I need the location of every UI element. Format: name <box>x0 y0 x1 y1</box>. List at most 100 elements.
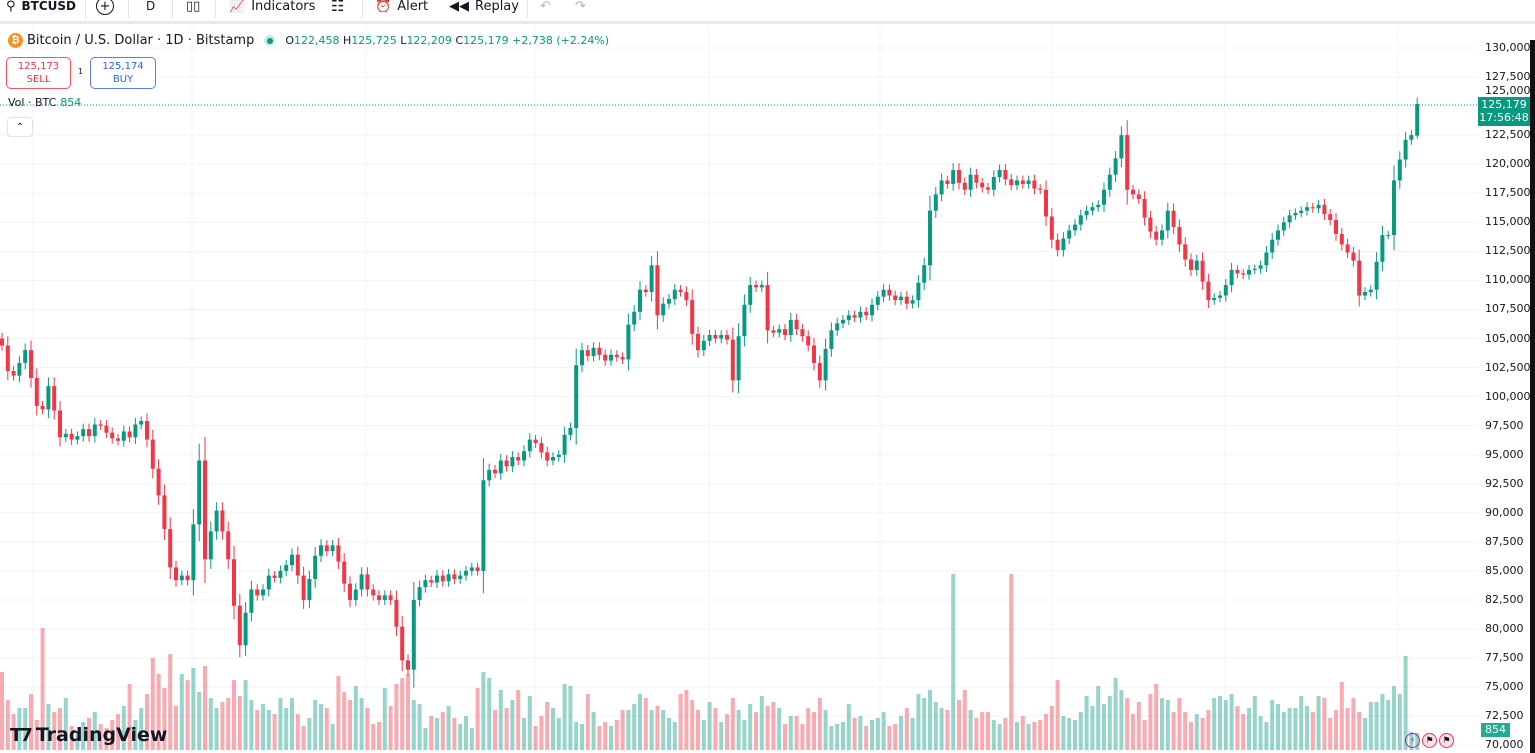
volume-bar <box>63 698 68 750</box>
volume-bar <box>261 704 265 750</box>
candle-body <box>17 362 22 376</box>
candle-body <box>614 354 619 358</box>
buy-button[interactable]: 125,174 BUY <box>90 57 156 89</box>
candle-body <box>1334 219 1338 234</box>
volume-bar <box>487 678 492 750</box>
candle-body <box>1073 224 1077 231</box>
candle-body <box>725 335 729 340</box>
candle-body <box>1096 204 1101 208</box>
volume-bar <box>359 698 364 750</box>
candle-body <box>562 434 567 455</box>
candle-body <box>742 304 747 337</box>
volume-bar <box>81 722 86 750</box>
candle-body <box>852 315 857 318</box>
volume-bars <box>0 574 1420 750</box>
candle-body <box>145 421 149 440</box>
volume-bar <box>551 708 555 750</box>
candles <box>0 97 1420 688</box>
alert-button[interactable]: ⏰ Alert <box>375 0 428 16</box>
volume-bar <box>806 708 811 750</box>
volume-bar <box>1276 704 1280 750</box>
volume-bar <box>1003 718 1008 750</box>
volume-bar <box>87 718 91 750</box>
volume-bar <box>203 666 207 750</box>
candle-body <box>162 495 167 530</box>
candle-body <box>1044 189 1048 217</box>
volume-bar <box>174 706 178 750</box>
candle-body <box>1392 180 1396 236</box>
volume-bar <box>1264 722 1269 750</box>
candle-body <box>1409 135 1414 140</box>
volume-bar <box>440 712 445 750</box>
volume-bar <box>1073 720 1077 750</box>
lightning-event-icon[interactable]: ⚡ <box>1405 733 1420 748</box>
volume-bar <box>893 724 898 750</box>
chart-type-button[interactable]: ▯▯ <box>186 0 200 16</box>
templates-button[interactable]: ☷ <box>331 0 344 16</box>
us-flag-event-icon-2[interactable]: ⚑ <box>1439 733 1454 748</box>
volume-bar <box>1015 722 1019 750</box>
collapse-legend-button[interactable]: ⌃ <box>7 117 33 137</box>
volume-bar <box>237 696 242 750</box>
economic-events[interactable]: ⚡ ⚑ ⚑ <box>1405 733 1454 748</box>
interval-button[interactable]: D <box>146 0 155 16</box>
candle-body <box>1015 180 1019 186</box>
candle-body <box>226 531 231 560</box>
us-flag-event-icon[interactable]: ⚑ <box>1422 733 1437 748</box>
volume-legend[interactable]: Vol · BTC 854 <box>8 96 81 109</box>
candle-body <box>46 386 51 410</box>
volume-bar <box>800 724 805 750</box>
undo-button[interactable]: ↶ <box>540 0 551 16</box>
volume-bar <box>92 712 97 750</box>
price-tick-label: 92,500 <box>1485 476 1524 490</box>
candle-body <box>1363 292 1367 296</box>
volume-bar <box>742 720 747 750</box>
volume-bar <box>1171 712 1176 750</box>
candle-body <box>469 567 474 571</box>
volume-bar <box>1154 684 1159 750</box>
volume-bar <box>1160 698 1164 750</box>
candle-body <box>203 460 207 560</box>
candle-body <box>841 319 845 324</box>
volume-bar <box>98 724 103 750</box>
volume-tag: 854 <box>1481 723 1510 737</box>
sell-button[interactable]: 125,173 SELL <box>6 57 71 89</box>
candle-body <box>1189 259 1193 270</box>
volume-bar <box>939 708 944 750</box>
volume-bar <box>185 680 190 750</box>
volume-bar <box>568 686 573 750</box>
replay-button[interactable]: ◀◀ Replay <box>449 0 519 16</box>
volume-bar <box>1090 706 1095 750</box>
candle-body <box>220 510 225 532</box>
tradingview-logo[interactable]: T7 TradingView <box>10 724 167 746</box>
volume-bar <box>933 702 938 750</box>
volume-bar <box>545 702 550 750</box>
candle-body <box>1200 260 1205 282</box>
candle-body <box>1084 210 1089 216</box>
candle-body <box>81 429 86 437</box>
volume-bar <box>1177 698 1182 750</box>
volume-bar <box>301 726 306 750</box>
indicators-button[interactable]: 📈 Indicators <box>229 0 315 16</box>
candle-body <box>179 575 184 581</box>
candle-body <box>40 405 45 410</box>
candle-body <box>817 362 822 381</box>
symbol-title[interactable]: Bitcoin / U.S. Dollar · 1D · Bitstamp <box>27 33 255 48</box>
candle-body <box>1281 222 1286 231</box>
candle-body <box>1067 230 1072 239</box>
price-tick-label: 125,000 <box>1485 84 1531 97</box>
symbol-search-button[interactable]: ⚲ BTCUSD <box>6 0 76 16</box>
candle-body <box>1136 194 1141 200</box>
volume-bar <box>1223 700 1228 750</box>
candle-body <box>197 460 202 525</box>
candle-body <box>295 554 300 576</box>
candle-body <box>794 319 799 330</box>
redo-button[interactable]: ↷ <box>575 0 586 16</box>
candle-body <box>458 575 463 580</box>
compare-button[interactable]: + <box>96 0 114 16</box>
candle-body <box>1061 238 1066 251</box>
candle-body <box>1055 239 1060 251</box>
candle-body <box>382 595 387 600</box>
volume-bar <box>1032 722 1037 750</box>
